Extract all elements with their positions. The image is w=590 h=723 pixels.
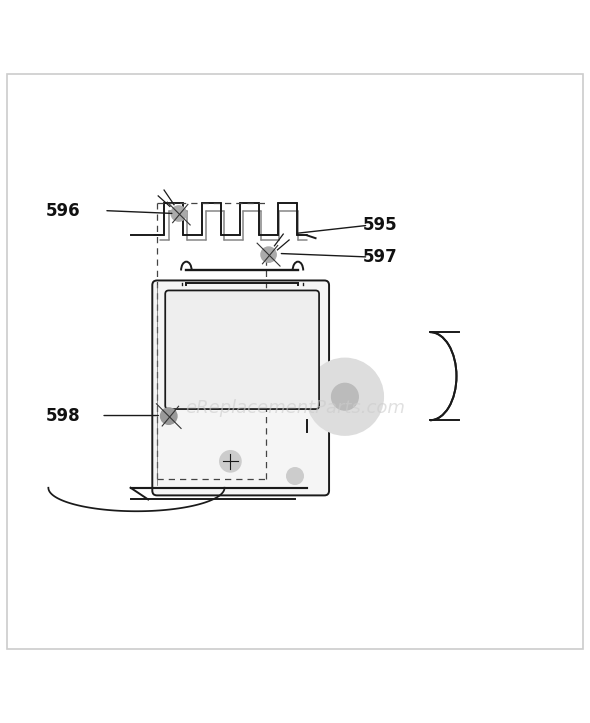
Circle shape: [332, 383, 358, 410]
FancyBboxPatch shape: [165, 291, 319, 409]
Circle shape: [171, 206, 186, 221]
FancyBboxPatch shape: [152, 281, 329, 495]
Text: 595: 595: [363, 216, 398, 234]
Text: 597: 597: [363, 248, 398, 266]
Text: eReplacementParts.com: eReplacementParts.com: [185, 400, 405, 417]
Circle shape: [307, 359, 383, 435]
Circle shape: [160, 408, 177, 424]
Text: 596: 596: [46, 202, 80, 220]
Circle shape: [287, 468, 303, 484]
Circle shape: [261, 247, 276, 262]
Circle shape: [220, 450, 241, 472]
Text: 598: 598: [46, 406, 80, 424]
